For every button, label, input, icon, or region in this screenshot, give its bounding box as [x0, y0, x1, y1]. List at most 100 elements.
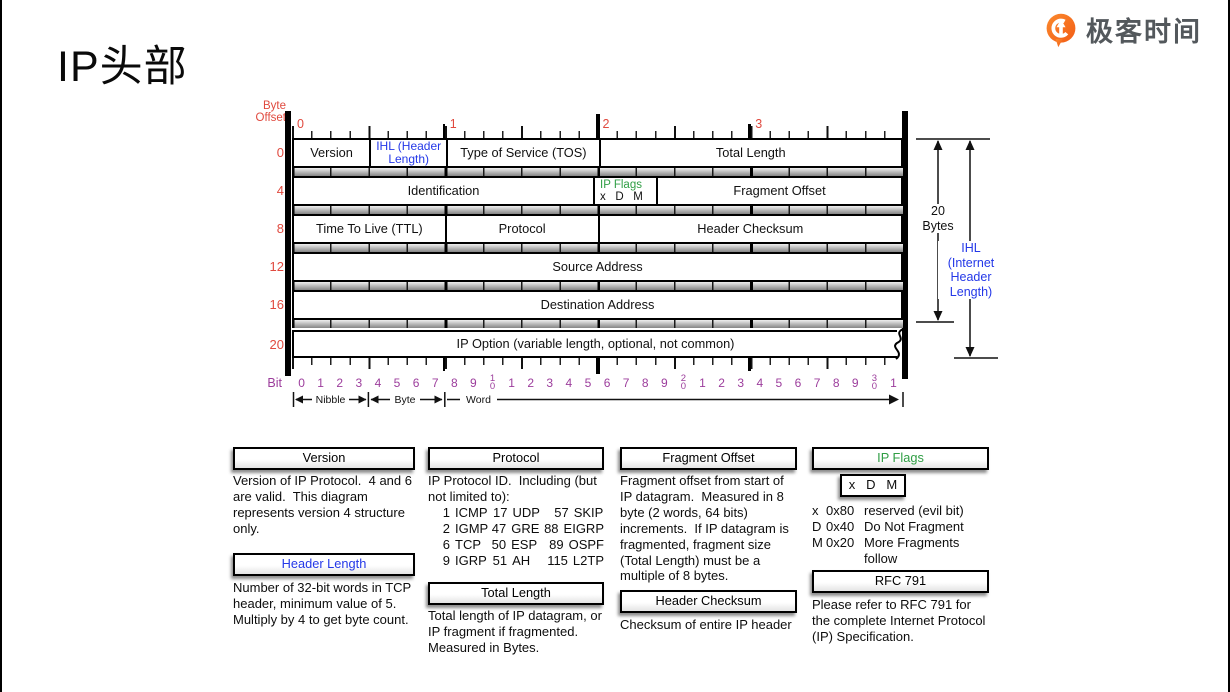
protocol-table-row: 1 ICMP 17 UDP 57 SKIP: [436, 505, 604, 521]
field-cell: Fragment Offset: [733, 183, 826, 199]
protocol-table-row: 9 IGRP 51 AH 115 L2TP: [436, 553, 604, 569]
bit-number: 0: [298, 376, 305, 390]
bit-number: 6: [794, 376, 802, 390]
left-border: [0, 0, 2, 692]
brand-name: 极客时间: [1086, 17, 1202, 47]
bit-number: 9: [660, 376, 668, 390]
bit-number: 3: [355, 376, 363, 390]
field-cell: Version: [294, 140, 372, 166]
field-cell: IP Option (variable length, optional, no…: [456, 336, 735, 352]
byte-ruler-number: 2: [602, 117, 610, 131]
bit-number: 5: [584, 376, 592, 390]
ihl-note-label: IHL (Internet Header Length): [938, 241, 1004, 299]
xdm-box: x D M: [840, 474, 906, 497]
protocol-id: 6 TCP: [442, 536, 481, 552]
row-separator-ticks: [292, 168, 903, 176]
protocol-id: 88 EIGRP: [544, 520, 604, 536]
ip-flag-line: M 0x20 More Fragments follow: [812, 534, 960, 566]
bit-number: 7: [622, 376, 630, 390]
fragment-offset-note-body: Fragment offset from start of IP datagra…: [620, 473, 793, 584]
protocol-id: 47 GRE: [491, 520, 540, 536]
total-length-note-body: Total length of IP datagram, or IP fragm…: [428, 608, 606, 655]
protocol-id: 89 OSPF: [549, 536, 604, 552]
brand-logo: 极客时间: [1043, 10, 1202, 49]
bit-number: 8: [832, 376, 840, 390]
total-length-note-title: Total Length: [428, 582, 604, 605]
field-cell: IHL (Header Length): [371, 140, 449, 166]
header-checksum-note-body: Checksum of entire IP header: [620, 617, 792, 632]
header-length-note-title: Header Length: [233, 553, 415, 576]
bit-number: 3: [546, 376, 554, 390]
ruler-bar-bit16: [595, 114, 600, 138]
ip-flags-box-wrap: x D M: [812, 474, 989, 497]
byte-ruler: 0 1 2 3: [292, 114, 903, 138]
header-length-note-body: Number of 32-bit words in TCP header, mi…: [233, 580, 415, 627]
ip-flags-list: x 0x80 reserved (evil bit) D 0x40 Do Not Frag…: [812, 503, 989, 567]
bit-number: 8: [641, 376, 649, 390]
bit-number: 4: [374, 376, 382, 390]
version-note-body: Version of IP Protocol. 4 and 6 are vali…: [233, 473, 416, 536]
rfc-note-body: Please refer to RFC 791 for the complete…: [812, 597, 990, 644]
bit-number: 4: [565, 376, 573, 390]
header-row-offset-16: Destination Address: [292, 290, 903, 320]
bit-axis-label: Bit: [267, 376, 282, 390]
protocol-id: 57 SKIP: [554, 505, 604, 520]
field-cell: Time To Live (TTL): [294, 216, 447, 242]
header-row-offset-20: IP Option (variable length, optional, no…: [292, 330, 897, 358]
header-row-offset-12: Source Address: [292, 252, 903, 282]
byte-ruler-number: 1: [449, 117, 457, 131]
ip-flags-note-title: IP Flags: [812, 447, 989, 470]
bit-ruler-bar-bit16: [595, 358, 600, 374]
protocol-table-row: 6 TCP 50 ESP 89 OSPF: [436, 537, 604, 553]
protocol-id: 115 L2TP: [547, 552, 604, 568]
bit-number: 5: [775, 376, 783, 390]
right-border: [1228, 0, 1230, 692]
ip-flag-line: D 0x40 Do Not Fragment: [812, 518, 964, 534]
field-cell: IP Flags x D M: [595, 178, 659, 204]
bit-ruler-bar-bit24: [748, 358, 751, 371]
torn-edge: [894, 328, 904, 360]
row-separator-ticks: [292, 282, 903, 290]
table-left-bar: [285, 111, 291, 376]
bit-number: 1: [890, 376, 897, 390]
bit-number: 6: [412, 376, 420, 390]
word-label: Word: [466, 394, 491, 406]
table-right-bar: [902, 111, 908, 379]
bit-number: 1: [317, 376, 324, 390]
bit-number: 6: [603, 376, 611, 390]
row-separator-ticks: [292, 244, 903, 252]
byte-offset-value: 8: [276, 221, 284, 236]
header-row-offset-8: Time To Live (TTL) Protocol Header Checksu…: [292, 214, 903, 244]
page-title: IP头部: [57, 43, 188, 91]
bit-number: 2: [336, 376, 344, 390]
bit-number: 9: [470, 376, 477, 390]
byte-offset-value: 12: [269, 259, 284, 274]
protocol-id: 17 UDP: [492, 505, 540, 520]
protocol-id: 51 AH: [492, 552, 531, 568]
field-cell: Total Length: [715, 145, 786, 161]
protocol-table-row: 2 IGMP 47 GRE 88 EIGRP: [436, 521, 604, 537]
field-cell: Destination Address: [540, 297, 655, 313]
byte-offset-value: 0: [276, 145, 284, 160]
byte-label: Byte: [394, 394, 415, 406]
row-separator-ticks: [292, 320, 903, 328]
scale-arrows: Nibble Byte Word: [292, 392, 904, 407]
byte-ruler-number: 3: [755, 117, 763, 131]
bit-number: 4: [756, 376, 764, 390]
fragment-offset-note-title: Fragment Offset: [620, 447, 797, 470]
bit-number: 1: [508, 376, 515, 390]
row-separator-ticks: [292, 206, 903, 214]
ip-flag-line: x 0x80 reserved (evil bit): [812, 503, 964, 518]
byte-ruler-number: 0: [297, 117, 304, 131]
bit-ruler-bar-bit8: [442, 358, 446, 371]
nibble-label: Nibble: [316, 394, 346, 406]
bit-number: 2: [718, 376, 725, 390]
bit-number: 3: [737, 376, 745, 390]
protocol-id: 9 IGRP: [442, 552, 487, 568]
rfc-note-title: RFC 791: [812, 570, 989, 593]
